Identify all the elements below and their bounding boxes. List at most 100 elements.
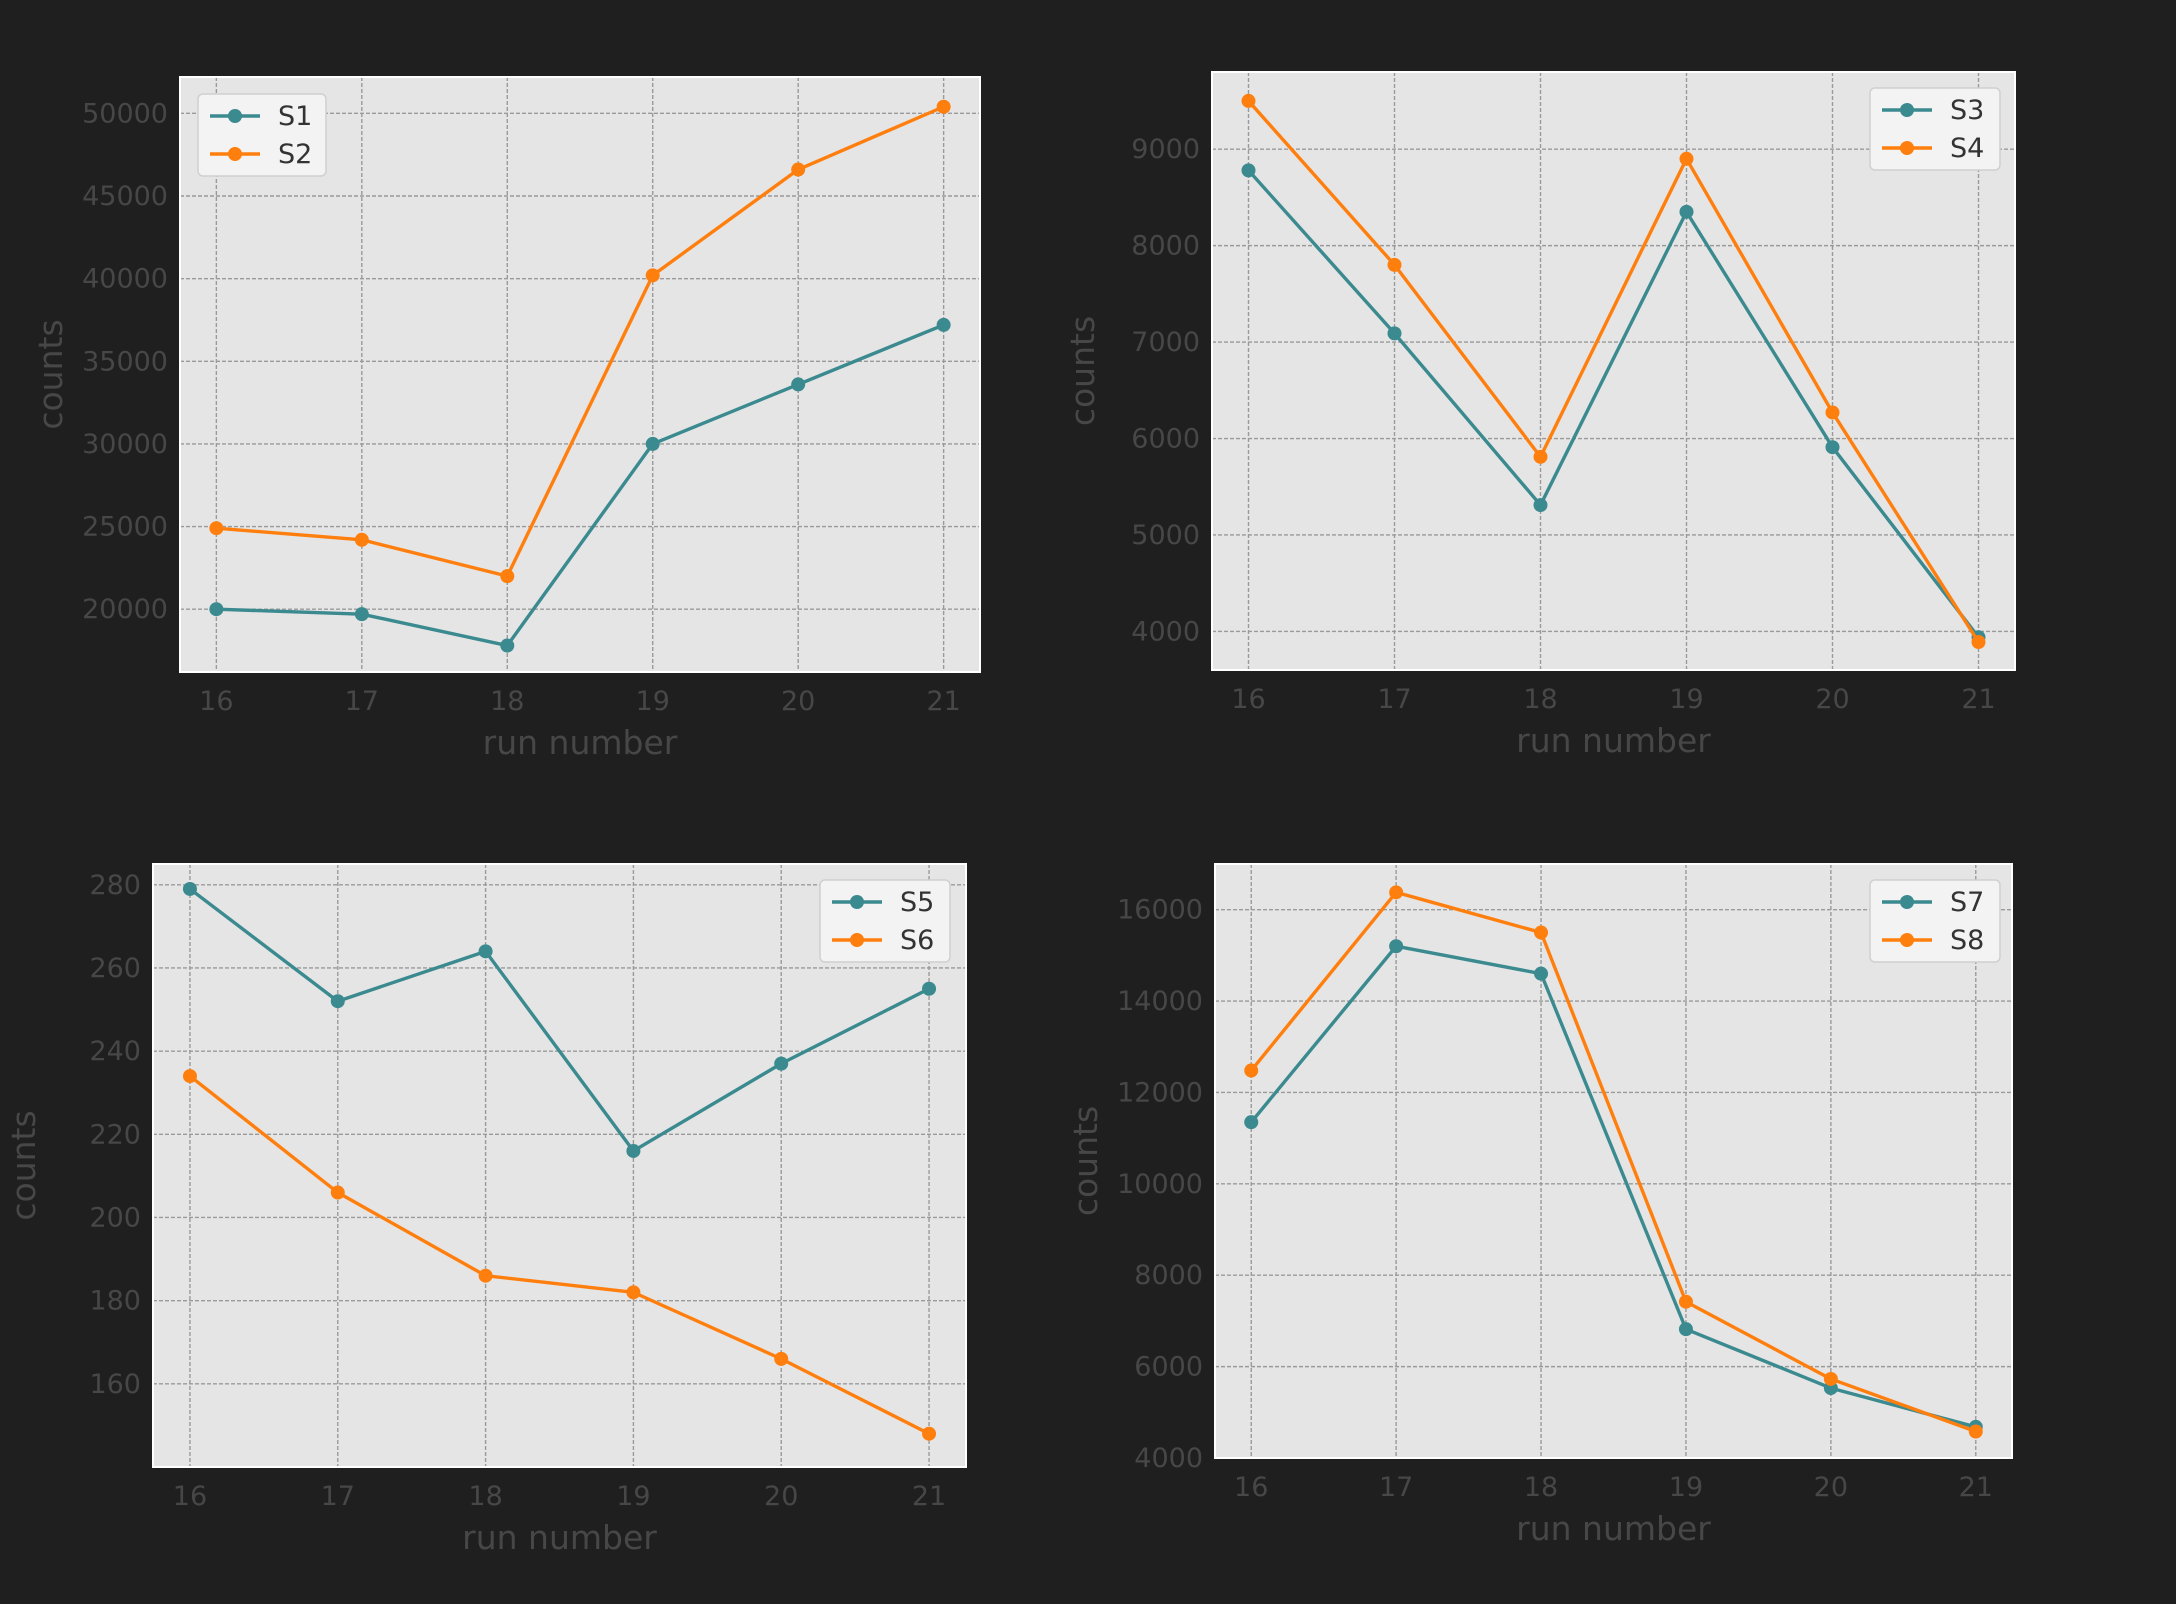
- data-point-s4: [1825, 405, 1840, 420]
- x-tick-label: 17: [1379, 1472, 1413, 1503]
- data-point-s8: [1678, 1294, 1693, 1309]
- data-point-s7: [1678, 1322, 1693, 1337]
- y-tick-label: 9000: [1131, 134, 1200, 165]
- data-point-s4: [1971, 635, 1986, 650]
- plot-area: [1212, 72, 2015, 670]
- x-tick-label: 17: [321, 1481, 355, 1512]
- plot-border: [152, 863, 967, 1468]
- legend-label-s1: S1: [278, 101, 312, 132]
- y-tick-label: 12000: [1117, 1077, 1203, 1108]
- series-line-s2: [216, 105, 945, 578]
- y-tick-label: 14000: [1117, 986, 1203, 1017]
- y-axis-label: counts: [1066, 1106, 1105, 1216]
- x-tick-label: 18: [490, 686, 524, 717]
- x-tick-label: 16: [1234, 1472, 1268, 1503]
- subplot-1: 16 17 18 19 20 21 20000 25000 30000 35000 40000 450…: [31, 76, 981, 762]
- legend-label-s7: S7: [1950, 887, 1984, 918]
- y-axis-label: counts: [31, 319, 70, 429]
- data-point-s3: [1533, 498, 1548, 513]
- data-point-s1: [791, 377, 806, 392]
- data-point-s2: [209, 521, 224, 536]
- y-tick-label: 5000: [1131, 520, 1200, 551]
- data-point-s8: [1389, 885, 1404, 900]
- series-line-s3: [1247, 169, 1980, 639]
- charts-container: 16 17 18 19 20 21 20000 25000 30000 35000 40000 450…: [4, 71, 2016, 1557]
- data-point-s3: [1679, 204, 1694, 219]
- legend-marker-s8: [1900, 933, 1914, 947]
- y-tick-label: 240: [89, 1036, 141, 1067]
- data-point-s5: [330, 994, 345, 1009]
- legend-marker-s7: [1900, 895, 1914, 909]
- data-point-s1: [354, 607, 369, 622]
- data-point-s8: [1534, 925, 1549, 940]
- y-tick-label: 6000: [1134, 1352, 1203, 1383]
- y-tick-label: 180: [89, 1286, 141, 1317]
- data-point-s4: [1241, 93, 1256, 108]
- x-axis-label: run number: [462, 1518, 657, 1557]
- legend-marker-s5: [850, 895, 864, 909]
- data-point-s1: [936, 317, 951, 332]
- y-tick-label: 6000: [1131, 424, 1200, 455]
- legend-label-s3: S3: [1950, 95, 1984, 126]
- data-point-s6: [774, 1351, 789, 1366]
- data-point-s2: [791, 162, 806, 177]
- y-tick-label: 35000: [82, 346, 168, 377]
- y-tick-label: 40000: [82, 264, 168, 295]
- y-tick-label: 50000: [82, 98, 168, 129]
- data-point-s4: [1679, 151, 1694, 166]
- plot-border: [179, 76, 981, 673]
- y-tick-label: 30000: [82, 429, 168, 460]
- y-tick-label: 16000: [1117, 895, 1203, 926]
- y-tick-label: 10000: [1117, 1169, 1203, 1200]
- data-point-s5: [922, 981, 937, 996]
- series-line-s1: [216, 323, 945, 648]
- data-point-s5: [478, 944, 493, 959]
- data-point-s2: [500, 569, 515, 584]
- series-line-s8: [1249, 890, 1977, 1434]
- legend-marker-s1: [228, 109, 242, 123]
- data-point-s4: [1387, 257, 1402, 272]
- y-tick-label: 280: [89, 870, 141, 901]
- y-tick-label: 8000: [1131, 231, 1200, 262]
- data-point-s8: [1823, 1371, 1838, 1386]
- x-tick-label: 20: [1815, 684, 1849, 715]
- data-point-s5: [774, 1056, 789, 1071]
- x-tick-label: 16: [1231, 684, 1265, 715]
- y-tick-label: 20000: [82, 594, 168, 625]
- x-tick-label: 21: [926, 686, 960, 717]
- series-line-s7: [1249, 944, 1977, 1429]
- data-point-s8: [1968, 1424, 1983, 1439]
- x-tick-label: 19: [1669, 684, 1703, 715]
- x-axis-label: run number: [483, 723, 678, 762]
- data-point-s3: [1387, 326, 1402, 341]
- data-point-s6: [330, 1185, 345, 1200]
- x-tick-label: 18: [1523, 684, 1557, 715]
- legend-label-s6: S6: [900, 925, 934, 956]
- legend-label-s4: S4: [1950, 133, 1984, 164]
- y-tick-label: 25000: [82, 512, 168, 543]
- plot-border: [1214, 863, 2013, 1459]
- x-tick-label: 16: [199, 686, 233, 717]
- y-tick-label: 45000: [82, 181, 168, 212]
- data-point-s2: [645, 268, 660, 283]
- x-tick-label: 19: [616, 1481, 650, 1512]
- data-point-s2: [354, 532, 369, 547]
- x-tick-label: 16: [173, 1481, 207, 1512]
- x-tick-label: 21: [1961, 684, 1995, 715]
- y-tick-label: 220: [89, 1119, 141, 1150]
- x-tick-label: 19: [1669, 1472, 1703, 1503]
- data-point-s2: [936, 99, 951, 114]
- data-point-s1: [209, 602, 224, 617]
- x-axis-label: run number: [1516, 1509, 1711, 1548]
- x-tick-label: 21: [912, 1481, 946, 1512]
- x-axis-label: run number: [1516, 721, 1711, 760]
- y-tick-label: 8000: [1134, 1260, 1203, 1291]
- data-point-s3: [1241, 163, 1256, 178]
- data-point-s6: [478, 1268, 493, 1283]
- data-point-s4: [1533, 449, 1548, 464]
- y-axis-label: counts: [4, 1110, 43, 1220]
- plot-border: [1211, 71, 2016, 671]
